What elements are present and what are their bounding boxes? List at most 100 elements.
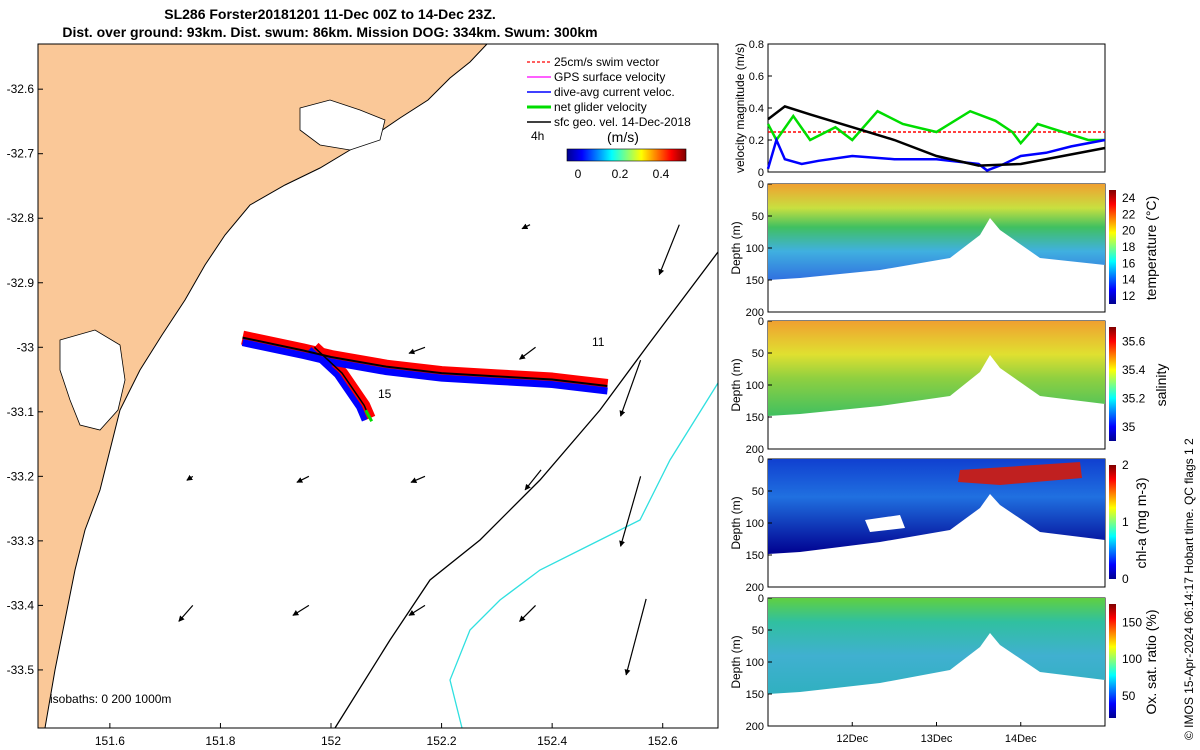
colorbar-tick-label: 35.2	[1122, 391, 1146, 405]
legend-swim: 25cm/s swim vector	[554, 55, 659, 69]
dive-avg-vectors-branch	[307, 347, 368, 422]
geo-velocity-arrow	[619, 359, 642, 417]
map-xtick-label: 151.8	[205, 734, 235, 748]
temperature-colorbar-ticks: 24 22 20 18 16 14 12	[1122, 191, 1136, 303]
velocity-ytick-label: 0.4	[749, 103, 764, 115]
salinity-clabel: salinity	[1153, 364, 1169, 407]
colorbar-tick-label: 35.4	[1122, 363, 1146, 377]
salinity-ylabel: Depth (m)	[729, 358, 743, 411]
geo-velocity-arrow	[658, 224, 680, 276]
cbar-tick-0: 0	[575, 167, 582, 181]
colorbar-tick-label: 20	[1122, 224, 1136, 238]
depth-ytick-label: 100	[746, 243, 764, 255]
isobath-legend: isobaths: 0 200 1000m	[50, 692, 171, 706]
chlorophyll-max-layer	[958, 462, 1082, 485]
velocity-ytick-label: 0	[758, 167, 764, 179]
map-ytick-label: -33.5	[7, 663, 35, 677]
depth-ytick-label: 50	[752, 348, 764, 360]
chart-title: SL286 Forster20181201 11-Dec 00Z to 14-D…	[164, 6, 496, 22]
depth-ytick-label: 50	[752, 625, 764, 637]
temperature-colorbar	[1109, 190, 1116, 304]
oxygen-ylabel: Depth (m)	[729, 635, 743, 688]
colorbar-tick-label: 100	[1122, 652, 1142, 666]
map-ytick-label: -32.9	[7, 276, 35, 290]
map-xtick-label: 152.2	[427, 734, 457, 748]
colorbar-tick-label: 150	[1122, 615, 1142, 629]
oxygen-clabel: Ox. sat. ratio (%)	[1143, 609, 1159, 714]
velocity-series	[766, 105, 1106, 172]
map-legend: 25cm/s swim vector GPS surface velocity …	[527, 55, 691, 181]
geo-velocity-arrow	[408, 346, 426, 355]
map-ytick-label: -33	[17, 340, 35, 354]
velocity-series-line	[767, 105, 1106, 167]
map-x-axis: 151.6 151.8 152 152.2 152.4 152.6	[95, 723, 678, 748]
map-ytick-label: -32.6	[7, 82, 35, 96]
legend-net: net glider velocity	[554, 100, 647, 114]
depth-ytick-label: 0	[758, 593, 764, 605]
start-day-label: 11	[592, 335, 605, 349]
chlorophyll-gap	[865, 515, 905, 532]
salinity-field	[768, 321, 1105, 416]
time-xtick-label: 13Dec	[921, 733, 953, 745]
temperature-field	[768, 184, 1105, 280]
end-day-label: 15	[378, 387, 392, 401]
geo-velocity-arrow	[519, 604, 536, 622]
net-velocity-vector	[364, 409, 374, 422]
depth-ytick-label: 200	[746, 582, 764, 594]
depth-ytick-label: 200	[746, 444, 764, 456]
velocity-ytick-label: 0.8	[749, 39, 764, 51]
time-xtick-label: 12Dec	[836, 733, 868, 745]
geo-velocity-arrow	[186, 474, 194, 481]
map-ytick-label: -33.3	[7, 534, 35, 548]
map-y-axis: -32.6 -32.7 -32.8 -32.9 -33 -33.1 -33.2 -33.3 -3…	[7, 82, 43, 677]
isobath-1000m	[449, 382, 719, 729]
depth-ytick-label: 150	[746, 275, 764, 287]
salinity-panel: 0 50 100 150 200 Depth (m) 35.6 35.4 35.2 35 sa…	[729, 316, 1169, 456]
colorbar-tick-label: 16	[1122, 256, 1136, 270]
colorbar-tick-label: 2	[1122, 458, 1129, 472]
map-xtick-label: 152	[321, 734, 341, 748]
colorbar-tick-label: 22	[1122, 207, 1136, 221]
colorbar-tick-label: 1	[1122, 515, 1129, 529]
depth-ytick-label: 0	[758, 316, 764, 328]
map-frame	[37, 43, 719, 729]
chart-subtitle: Dist. over ground: 93km. Dist. swum: 86k…	[62, 24, 598, 40]
map-panel: 151.6 151.8 152 152.2 152.4 152.6 -32.6-32.7-…	[7, 43, 719, 748]
map-xtick-label: 151.6	[95, 734, 125, 748]
velocity-ytick-label: 0.6	[749, 71, 764, 83]
temperature-ylabel: Depth (m)	[729, 221, 743, 274]
oxygen-field	[768, 598, 1105, 694]
chlorophyll-colorbar-ticks: 2 1 0	[1122, 458, 1129, 586]
colorbar-tick-label: 12	[1122, 289, 1136, 303]
oxygen-colorbar	[1109, 604, 1116, 718]
map-ytick-label: -33.4	[7, 598, 35, 612]
chlorophyll-ylabel: Depth (m)	[729, 496, 743, 549]
map-ytick-label: -32.7	[7, 147, 35, 161]
glider-track-layer	[241, 330, 609, 422]
geo-velocity-arrow	[524, 469, 542, 491]
map-ytick-label: -33.1	[7, 405, 35, 419]
depth-ytick-label: 150	[746, 550, 764, 562]
geo-velocity-arrow	[178, 605, 194, 622]
geo-velocity-arrow	[521, 223, 531, 230]
velocity-frame	[767, 43, 1106, 173]
velocity-ylabel: velocity magnitude (m/s)	[733, 43, 747, 173]
chlorophyll-panel: 0 50 100 150 200 Depth (m) 2 1 0 chl-a (mg m-3…	[729, 454, 1149, 594]
map-xtick-label: 152.4	[537, 734, 567, 748]
speed-colorbar	[566, 148, 687, 162]
colorbar-tick-label: 35.6	[1122, 334, 1146, 348]
chlorophyll-y-axis: 0 50 100 150 200	[746, 454, 772, 594]
depth-ytick-label: 100	[746, 518, 764, 530]
velocity-series-line	[766, 109, 1105, 146]
geo-velocity-arrow	[619, 476, 642, 547]
legend-geo: sfc geo. vel. 14-Dec-2018	[554, 115, 691, 129]
geo-velocity-arrow	[292, 604, 310, 616]
oxygen-colorbar-ticks: 150 100 50	[1122, 615, 1142, 703]
colorbar-tick-label: 24	[1122, 191, 1136, 205]
map-ytick-label: -32.8	[7, 211, 35, 225]
geo-vector-layer	[178, 223, 680, 676]
glider-path	[242, 336, 608, 387]
oxygen-y-axis: 0 50 100 150 200	[746, 593, 772, 733]
salinity-colorbar-ticks: 35.6 35.4 35.2 35	[1122, 334, 1146, 434]
land-mass	[37, 43, 489, 729]
